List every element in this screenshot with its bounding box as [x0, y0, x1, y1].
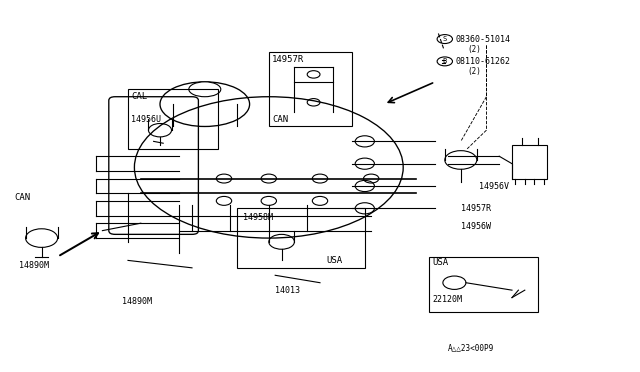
Text: CAL: CAL: [131, 92, 147, 101]
Bar: [429, 257, 538, 312]
Text: USA: USA: [432, 258, 448, 267]
Text: S: S: [443, 36, 447, 42]
Text: 22120M: 22120M: [432, 295, 462, 304]
Text: B: B: [443, 58, 447, 64]
Text: (2): (2): [467, 67, 481, 76]
Text: 14957R: 14957R: [461, 204, 491, 213]
Bar: [237, 208, 365, 268]
Text: CAN: CAN: [272, 115, 288, 124]
Bar: [269, 52, 352, 126]
Text: 14956W: 14956W: [461, 222, 491, 231]
Ellipse shape: [189, 82, 221, 97]
Text: 14958M: 14958M: [243, 213, 273, 222]
Text: USA: USA: [326, 256, 342, 265]
Text: 14890M: 14890M: [19, 262, 49, 270]
Text: 08110-61262: 08110-61262: [456, 57, 511, 66]
Bar: [512, 145, 547, 179]
Text: 08360-51014: 08360-51014: [456, 35, 511, 44]
Text: 14013: 14013: [275, 286, 300, 295]
Text: A△△23<00P9: A△△23<00P9: [448, 343, 494, 352]
Text: 14956V: 14956V: [479, 182, 509, 190]
Text: CAN: CAN: [14, 193, 30, 202]
Text: 14957R: 14957R: [272, 55, 304, 64]
Bar: [128, 89, 218, 149]
Text: 14890M: 14890M: [122, 297, 152, 306]
Text: (2): (2): [467, 45, 481, 54]
Text: 14956U: 14956U: [131, 115, 161, 124]
